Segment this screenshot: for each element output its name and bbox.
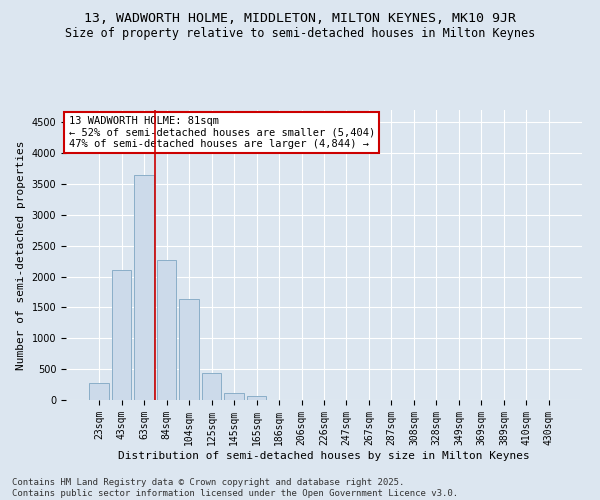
Bar [157,260,176,400]
Bar [179,300,199,400]
Y-axis label: Number of semi-detached properties: Number of semi-detached properties [16,140,26,370]
Bar [134,175,154,400]
Bar [89,384,109,400]
Text: Contains HM Land Registry data © Crown copyright and database right 2025.
Contai: Contains HM Land Registry data © Crown c… [12,478,458,498]
Bar [224,392,244,400]
Text: 13 WADWORTH HOLME: 81sqm
← 52% of semi-detached houses are smaller (5,404)
47% o: 13 WADWORTH HOLME: 81sqm ← 52% of semi-d… [68,116,375,149]
Bar [112,270,131,400]
Bar [202,374,221,400]
Text: Size of property relative to semi-detached houses in Milton Keynes: Size of property relative to semi-detach… [65,28,535,40]
X-axis label: Distribution of semi-detached houses by size in Milton Keynes: Distribution of semi-detached houses by … [118,450,530,460]
Text: 13, WADWORTH HOLME, MIDDLETON, MILTON KEYNES, MK10 9JR: 13, WADWORTH HOLME, MIDDLETON, MILTON KE… [84,12,516,26]
Bar [247,396,266,400]
